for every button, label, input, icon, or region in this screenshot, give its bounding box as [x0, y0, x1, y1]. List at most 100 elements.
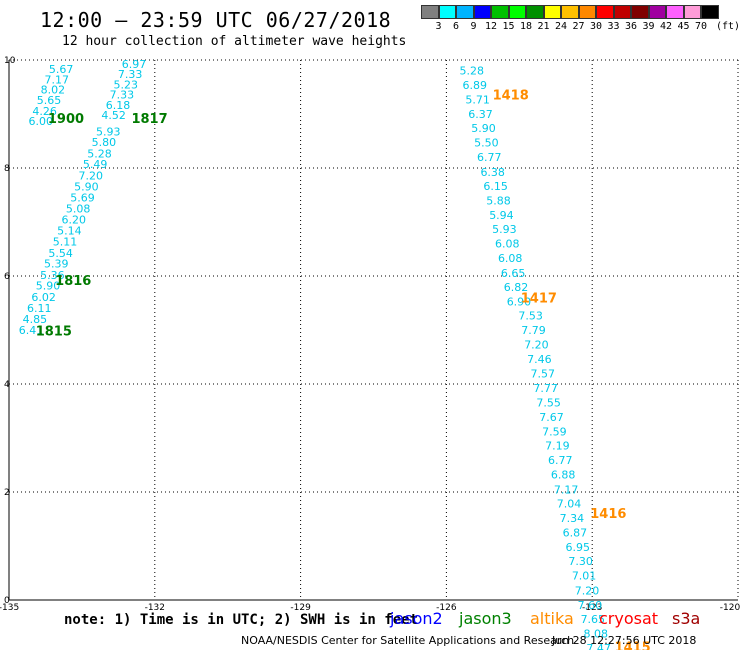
- wave-height-label: 5.08: [66, 203, 91, 216]
- wave-height-label: 7.01: [572, 570, 597, 583]
- wave-height-label: 7.20: [79, 170, 104, 183]
- color-scale-label: 45: [677, 21, 690, 32]
- wave-height-label: 6.89: [462, 79, 487, 92]
- wave-height-label: 7.33: [118, 68, 143, 81]
- x-tick-label: -129: [290, 603, 311, 613]
- wave-height-label: 7.60: [578, 599, 603, 612]
- wave-height-label: 8.02: [41, 84, 66, 97]
- wave-height-label: 6.97: [122, 58, 147, 71]
- legend-altika: altika: [530, 609, 574, 628]
- color-scale-label: 3: [435, 21, 442, 32]
- y-tick-label: 6: [4, 272, 10, 282]
- wave-height-label: 6.77: [548, 454, 573, 467]
- color-swatch: [508, 5, 526, 19]
- wave-height-label: 6.38: [480, 166, 505, 179]
- wave-height-label: 7.57: [531, 368, 556, 381]
- wave-height-label: 6.02: [31, 291, 56, 304]
- wave-height-label: 5.93: [96, 125, 121, 138]
- wave-height-label: 7.04: [557, 497, 582, 510]
- wave-height-label: 5.23: [114, 78, 139, 91]
- wave-height-label: 5.67: [49, 63, 74, 76]
- wave-height-label: 5.39: [44, 258, 69, 271]
- page-title: 12:00 – 23:59 UTC 06/27/2018: [40, 8, 392, 32]
- wave-height-label: 6.20: [62, 213, 87, 226]
- wave-height-label: 6.87: [563, 527, 588, 540]
- color-swatch: [701, 5, 719, 19]
- time-annotation: 1817: [131, 112, 167, 127]
- wave-height-label: 5.11: [53, 235, 78, 248]
- wave-height-label: 7.47: [586, 642, 611, 650]
- x-tick-label: -120: [720, 603, 740, 613]
- legend-note: note: 1) Time is in UTC; 2) SWH is in fe…: [64, 612, 419, 628]
- color-swatch: [666, 5, 684, 19]
- color-swatch: [543, 5, 561, 19]
- wave-height-label: 6.95: [566, 541, 591, 554]
- wave-height-label: 5.93: [492, 223, 517, 236]
- color-scale-label: 24: [554, 21, 568, 32]
- wave-height-label: 5.14: [57, 225, 82, 238]
- color-swatch: [613, 5, 631, 19]
- wave-height-label: 8.08: [583, 627, 608, 640]
- wave-height-label: 7.77: [533, 382, 558, 395]
- color-swatch: [561, 5, 579, 19]
- wave-height-label: 6.37: [468, 108, 493, 121]
- time-annotation: 1900: [48, 112, 84, 127]
- y-tick-label: 0: [4, 596, 10, 606]
- wave-height-label: 4.85: [23, 313, 48, 326]
- color-scale-label: 9: [470, 21, 477, 32]
- color-swatch: [421, 5, 439, 19]
- wave-height-label: 5.69: [70, 192, 95, 205]
- wave-height-label: 7.55: [536, 396, 561, 409]
- footer-credit: NOAA/NESDIS Center for Satellite Applica…: [241, 634, 575, 647]
- legend-s3a: s3a: [672, 609, 701, 628]
- wave-height-label: 6.65: [501, 267, 526, 280]
- color-swatch: [683, 5, 701, 19]
- wave-height-label: 5.90: [74, 180, 99, 193]
- wave-height-label: 5.94: [489, 209, 514, 222]
- x-tick-label: -123: [582, 603, 602, 613]
- color-scale-label: 12: [484, 21, 498, 32]
- color-scale-label: 39: [642, 21, 655, 32]
- color-scale-label: 18: [519, 21, 533, 32]
- legend-cryosat: cryosat: [599, 609, 659, 628]
- wave-height-label: 7.30: [568, 555, 593, 568]
- color-swatch: [491, 5, 509, 19]
- color-scale-label: 70: [694, 21, 708, 32]
- color-scale-label: 36: [624, 21, 638, 32]
- wave-height-label: 7.19: [545, 440, 570, 453]
- wave-height-label: 5.88: [486, 194, 511, 207]
- wave-height-label: 5.90: [36, 280, 61, 293]
- y-tick-label: 10: [4, 56, 16, 66]
- color-swatch: [648, 5, 666, 19]
- wave-height-label: 7.59: [542, 426, 567, 439]
- wave-height-label: 7.79: [521, 324, 546, 337]
- x-tick-label: -135: [0, 603, 19, 613]
- wave-height-label: 7.46: [527, 353, 552, 366]
- color-scale-label: 15: [502, 21, 515, 32]
- wave-height-label: 6.88: [551, 469, 576, 482]
- wave-height-label: 6.08: [495, 238, 520, 251]
- time-annotation: 1416: [590, 507, 626, 522]
- wave-height-label: 7.33: [110, 89, 135, 102]
- legend-jason3: jason3: [459, 609, 512, 628]
- legend-jason2: jason2: [390, 609, 443, 628]
- wave-height-label: 5.90: [471, 122, 496, 135]
- color-swatch: [473, 5, 491, 19]
- wave-height-label: 6.15: [483, 180, 508, 193]
- wave-height-label: 6.00: [28, 115, 53, 128]
- wave-height-label: 7.65: [581, 613, 606, 626]
- x-tick-label: -126: [436, 603, 457, 613]
- wave-height-label: 5.65: [37, 94, 62, 107]
- color-swatch: [526, 5, 544, 19]
- color-swatch: [578, 5, 596, 19]
- color-scale-label: 30: [589, 21, 603, 32]
- y-tick-label: 8: [4, 164, 10, 174]
- wave-height-label: 5.80: [92, 136, 117, 149]
- wave-height-label: 5.49: [83, 158, 108, 171]
- time-annotation: 1815: [36, 325, 72, 340]
- color-swatch: [596, 5, 614, 19]
- wave-height-label: 5.36: [40, 269, 65, 282]
- color-scale-label: 42: [659, 21, 673, 32]
- time-annotation: 1415: [615, 640, 651, 650]
